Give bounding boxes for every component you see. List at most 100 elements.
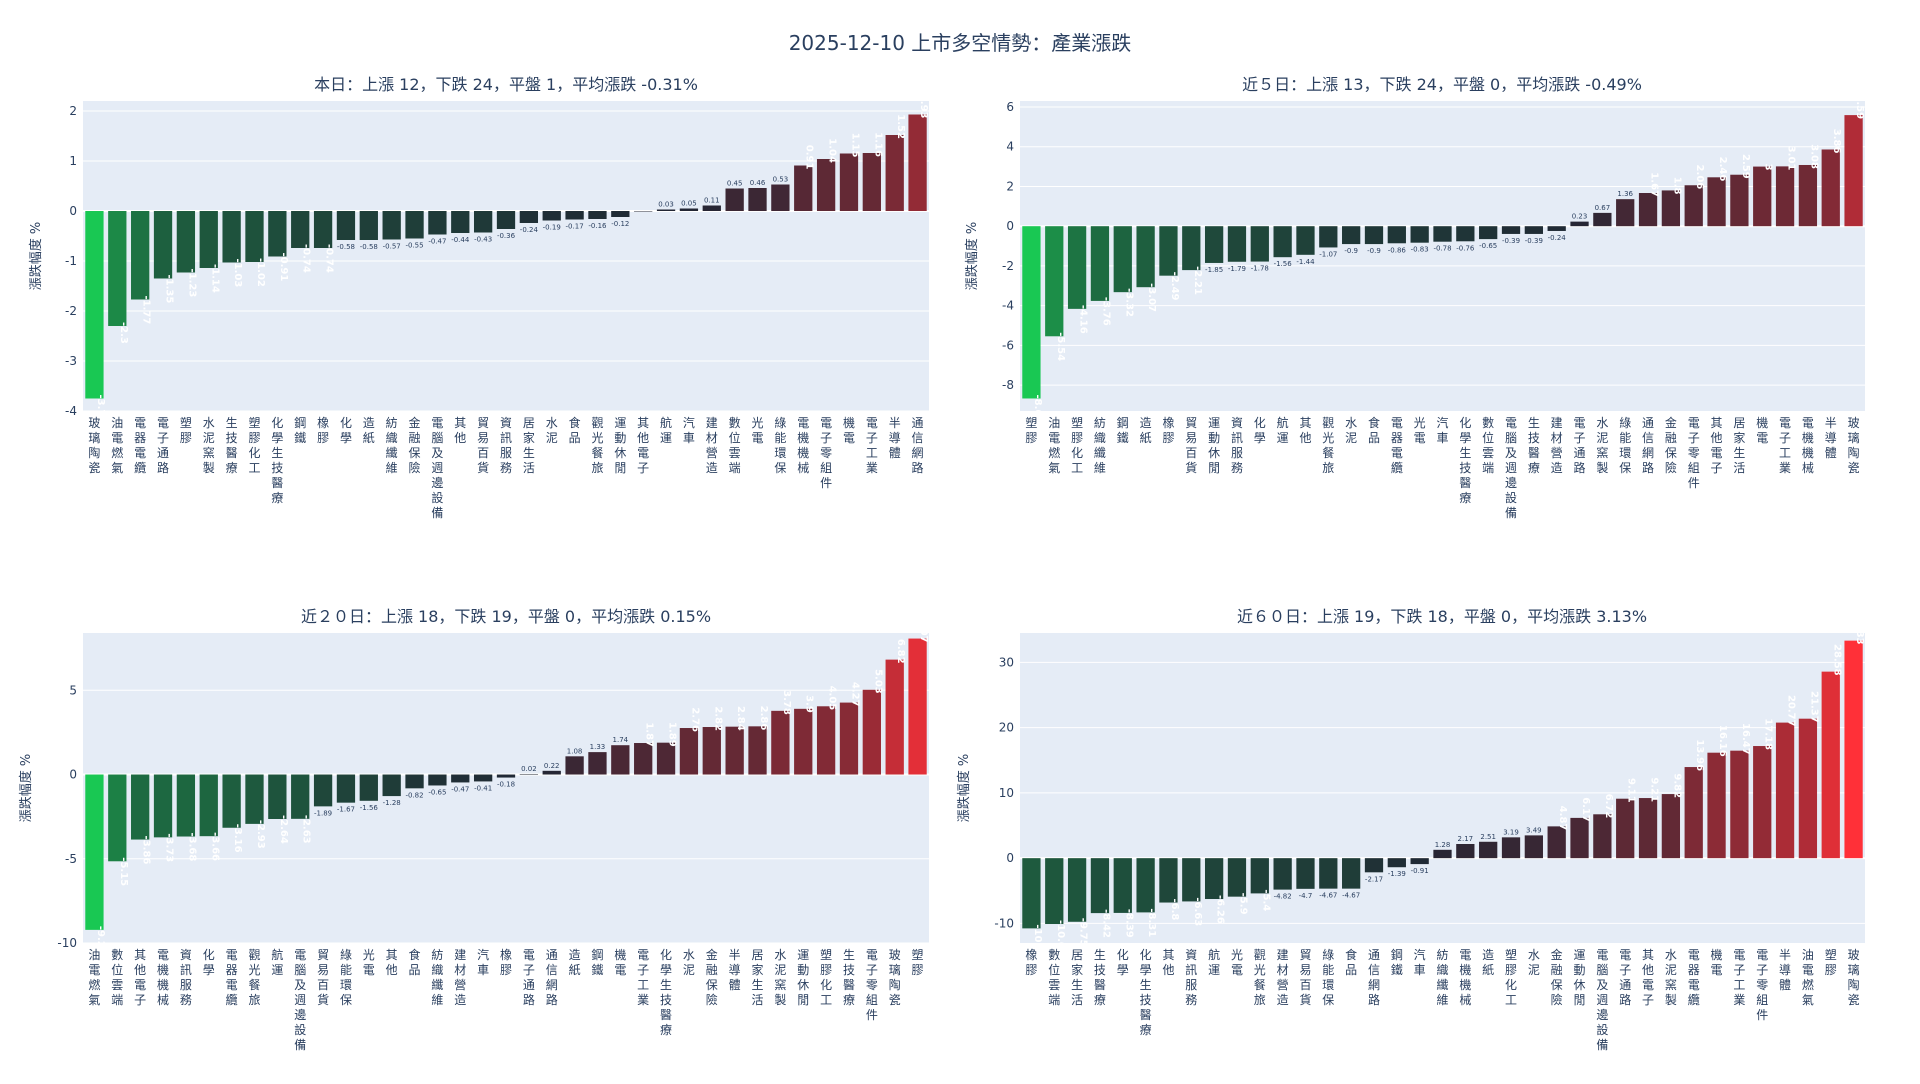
data-label: -2.17 xyxy=(1365,875,1383,883)
bar xyxy=(771,184,790,211)
data-label: -0.12 xyxy=(611,220,629,228)
y-axis-label: 漲跌幅度 % xyxy=(18,754,34,823)
data-label: -9.22 xyxy=(95,926,106,955)
x-tick-label: 貿易百貨 xyxy=(1299,948,1311,1007)
data-label: 1.8 xyxy=(1671,177,1682,195)
x-tick-label: 其他電子 xyxy=(1642,948,1654,1007)
bar xyxy=(794,165,813,211)
data-label: -3.07 xyxy=(1146,283,1157,312)
data-label: 16.47 xyxy=(1740,723,1751,755)
x-tick-label: 電器電纜 xyxy=(226,948,238,1007)
x-tick-label: 半導體 xyxy=(1825,416,1837,460)
data-label: 13.96 xyxy=(1694,739,1705,771)
bar xyxy=(428,211,447,235)
x-tick-label: 食品 xyxy=(1368,415,1380,445)
y-tick-label: -3 xyxy=(65,354,77,368)
x-tick-label: 光電 xyxy=(363,948,375,977)
chart-panel-3: 近２０日：上漲 18，下跌 19，平盤 0，平均漲跌 0.15% -10 -5 0 5 漲… xyxy=(18,607,929,1052)
x-tick-label: 汽車 xyxy=(1414,947,1426,977)
data-label: -0.9 xyxy=(1367,247,1381,255)
x-tick-label: 油電燃氣 xyxy=(88,948,100,1007)
bar xyxy=(291,211,310,248)
data-label: -1.03 xyxy=(232,259,243,288)
x-tick-label: 玻璃陶瓷 xyxy=(1848,416,1860,475)
bar xyxy=(405,774,424,789)
x-tick-label: 電子工業 xyxy=(866,416,878,475)
x-tick-label: 電腦及週邊設備 xyxy=(294,948,306,1052)
data-label: 9.11 xyxy=(1626,778,1637,803)
data-label: -1.79 xyxy=(1228,265,1246,273)
data-label: -1.56 xyxy=(360,804,379,812)
bar xyxy=(588,211,607,219)
data-label: -0.19 xyxy=(543,224,561,232)
x-tick-label: 光電 xyxy=(1414,416,1426,445)
y-tick-label: -5 xyxy=(65,852,77,866)
bar xyxy=(542,211,561,221)
x-tick-label: 化學 xyxy=(340,416,352,445)
x-tick-label: 紡織纖維 xyxy=(1436,947,1448,1007)
y-tick-label: 10 xyxy=(999,786,1014,800)
x-tick-label: 通信網路 xyxy=(1642,416,1654,475)
data-label: 0.02 xyxy=(521,765,537,773)
bar xyxy=(1661,794,1681,859)
x-tick-label: 其他電子 xyxy=(134,948,146,1007)
bar xyxy=(1090,226,1110,301)
data-label: -0.65 xyxy=(1479,242,1497,250)
bar xyxy=(428,774,447,786)
bar xyxy=(1387,226,1406,244)
x-tick-label: 數位雲端 xyxy=(111,948,123,1007)
bar xyxy=(245,774,264,824)
y-tick-label: 0 xyxy=(1006,219,1014,233)
x-tick-label: 半導體 xyxy=(729,948,741,992)
bar xyxy=(1456,843,1475,859)
x-tick-label: 水泥 xyxy=(546,416,558,445)
bar xyxy=(725,188,744,211)
x-tick-label: 汽車 xyxy=(683,415,695,445)
bar xyxy=(268,211,287,257)
bar xyxy=(611,745,630,775)
x-tick-label: 資訊服務 xyxy=(1231,416,1243,475)
bar xyxy=(405,211,424,239)
chart-panel-2: 近５日：上漲 13，下跌 24，平盤 0，平均漲跌 -0.49% -8 -6 -4 -2… xyxy=(964,75,1865,520)
x-tick-label: 運動休閒 xyxy=(797,948,809,1007)
data-label: -3.86 xyxy=(141,836,152,865)
x-tick-label: 水泥窯製 xyxy=(1665,948,1677,1007)
bar xyxy=(1045,226,1064,337)
data-label: -6.26 xyxy=(1215,895,1226,924)
data-label: 2.59 xyxy=(1740,154,1751,179)
data-label: 1.04 xyxy=(827,138,838,163)
bar xyxy=(1319,226,1338,248)
data-label: -3.73 xyxy=(164,833,175,862)
bar xyxy=(634,743,653,775)
x-tick-label: 電腦及週邊設備 xyxy=(431,416,443,520)
data-label: -0.58 xyxy=(360,243,378,251)
panel-title: 近６０日：上漲 19，下跌 18，平盤 0，平均漲跌 3.13% xyxy=(1237,607,1647,626)
x-tick-label: 半導體 xyxy=(889,416,901,460)
x-tick-label: 航運 xyxy=(1277,415,1289,445)
x-tick-label: 數位雲端 xyxy=(1048,948,1060,1007)
data-label: 5.59 xyxy=(1854,94,1865,119)
bar xyxy=(176,211,196,273)
bar xyxy=(496,211,516,229)
data-label: 1.74 xyxy=(613,736,629,744)
bar xyxy=(1570,817,1589,859)
bar xyxy=(153,211,173,279)
data-label: -5.4 xyxy=(1260,889,1271,911)
x-tick-label: 建材營造 xyxy=(454,948,466,1007)
x-tick-label: 化學生技醫療 xyxy=(1459,416,1471,505)
x-tick-label: 電腦及週邊設備 xyxy=(1596,948,1608,1052)
bar xyxy=(153,774,173,838)
bar xyxy=(1136,858,1155,913)
data-label: -8.39 xyxy=(1123,909,1134,938)
bar xyxy=(1798,164,1818,227)
data-label: 2.82 xyxy=(712,706,723,731)
data-label: -0.17 xyxy=(566,223,584,231)
x-tick-label: 航運 xyxy=(660,415,672,445)
x-tick-label: 塑膠 xyxy=(1825,947,1837,977)
data-label: 3.19 xyxy=(1503,828,1519,836)
bar xyxy=(542,770,561,775)
y-tick-label: -10 xyxy=(57,936,77,950)
bar xyxy=(1753,166,1772,227)
data-label: 9.21 xyxy=(1649,777,1660,802)
